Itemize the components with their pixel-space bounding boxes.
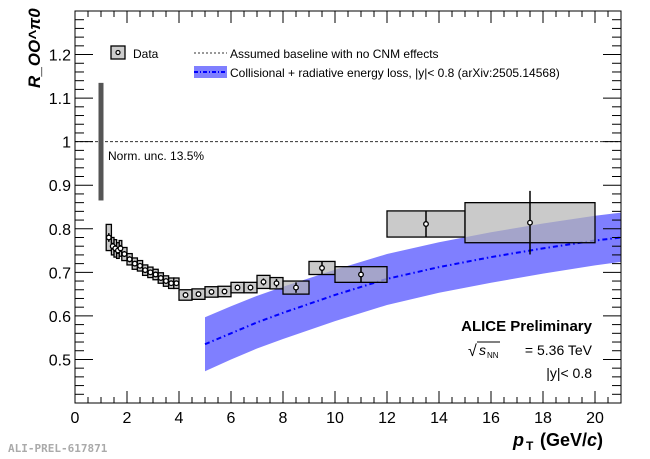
data-point: [221, 288, 228, 295]
x-tick-label: 16: [482, 410, 500, 427]
model-central-line: [204, 236, 622, 346]
data-point: [147, 269, 154, 276]
norm-unc-bar: [98, 82, 104, 201]
x-tick-label: 6: [227, 410, 236, 427]
x-title-sub: T: [526, 439, 534, 453]
data-point: [152, 271, 159, 278]
x-tick-label: 2: [123, 410, 132, 427]
x-tick-label: 18: [534, 410, 552, 427]
legend-model: Collisional + radiative energy loss, |y|…: [230, 66, 560, 80]
data-point: [423, 221, 429, 227]
data-point: [195, 291, 202, 298]
rapidity-label: |y|< 0.8: [546, 365, 592, 381]
energy-sub: NN: [487, 351, 499, 360]
energy-value: = 5.36 TeV: [525, 342, 593, 358]
figure-id: ALI-PREL-617871: [8, 442, 108, 455]
x-tick-label: 8: [279, 410, 288, 427]
x-tick-label: 4: [175, 410, 184, 427]
y-tick-label: 1: [62, 135, 71, 152]
data-point: [137, 262, 143, 269]
data-point: [126, 256, 133, 263]
x-tick-label: 0: [71, 410, 80, 427]
y-tick-label: 1.1: [49, 91, 71, 108]
data-point: [319, 265, 325, 271]
y-tick-label: 0.6: [49, 309, 71, 326]
x-tick-label: 12: [378, 410, 396, 427]
data-point: [168, 280, 175, 287]
data-point: [234, 284, 241, 291]
data-point: [273, 280, 280, 287]
y-tick-label: 0.9: [49, 178, 71, 195]
energy-label: √ s NN = 5.36 TeV: [468, 341, 593, 360]
data-layer: [105, 190, 596, 301]
data-point: [260, 278, 267, 285]
energy-s: s: [479, 342, 486, 358]
norm-unc-label: Norm. unc. 13.5%: [108, 149, 204, 163]
data-point: [182, 292, 189, 298]
y-tick-label: 0.7: [49, 265, 71, 282]
x-tick-label: 20: [586, 410, 604, 427]
experiment-label: ALICE Preliminary: [461, 318, 593, 335]
y-tick-label: 1.2: [49, 48, 71, 65]
x-title-p: p: [512, 430, 524, 450]
data-point: [142, 267, 149, 274]
data-point: [121, 251, 128, 257]
data-point: [131, 260, 138, 267]
legend-baseline: Assumed baseline with no CNM effects: [230, 47, 439, 61]
x-tick-label: 14: [430, 410, 448, 427]
x-tick-label: 10: [326, 410, 344, 427]
data-point: [157, 275, 164, 281]
model-band-layer: [204, 212, 622, 372]
x-title-unit: (GeV/c): [540, 430, 603, 450]
data-point: [293, 284, 299, 291]
data-point: [358, 271, 364, 278]
axes-layer: 0 2 4 6 8 10 12 14 16 18 20 0.5 0.6 0.7 0.8 0.9 1 1.1 1.2: [49, 10, 622, 427]
data-point: [173, 280, 180, 287]
y-tick-label: 0.5: [49, 352, 71, 369]
legend: Data Assumed baseline with no CNM effect…: [110, 45, 560, 80]
data-point: [527, 219, 533, 226]
legend-model-band: [194, 66, 227, 78]
data-point: [117, 245, 124, 252]
data-point: [105, 234, 112, 241]
legend-data: Data: [133, 47, 159, 61]
y-tick-label: 0.8: [49, 222, 71, 239]
data-point: [163, 278, 169, 284]
x-axis-title: p T (GeV/c): [512, 430, 603, 453]
data-point: [247, 284, 254, 291]
sqrt-symbol: √: [468, 343, 477, 360]
legend-data-point: [115, 49, 121, 56]
y-axis-title: R_OO^π0: [25, 8, 44, 88]
data-point: [208, 288, 215, 295]
y-axis-label: R_OO^π0: [25, 8, 44, 88]
